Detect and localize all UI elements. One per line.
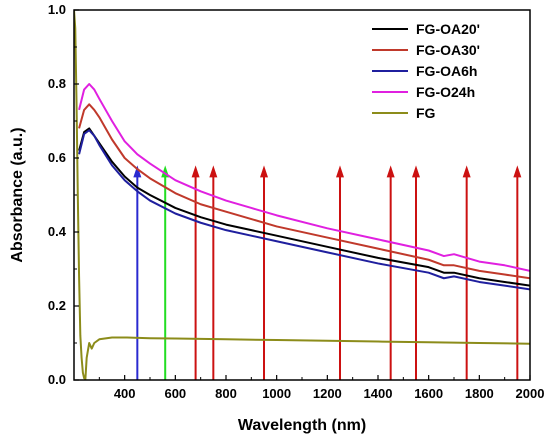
- y-tick-label: 1.0: [48, 2, 66, 17]
- legend-entry: FG-OA20': [372, 21, 480, 37]
- legend-label: FG-OA6h: [416, 63, 477, 79]
- arrow-annotation: [412, 165, 420, 380]
- arrow-head: [386, 165, 395, 178]
- arrow-annotation: [386, 165, 395, 380]
- x-tick-label: 400: [114, 386, 136, 401]
- arrow-head: [209, 165, 218, 178]
- legend-label: FG: [416, 105, 436, 121]
- x-tick-label: 1800: [465, 386, 494, 401]
- arrow-annotation: [209, 165, 218, 380]
- series-line-fg-oa30: [78, 103, 530, 280]
- legend-label: FG-OA30': [416, 42, 480, 58]
- x-axis-title: Wavelength (nm): [238, 417, 366, 434]
- y-tick-label: 0.8: [48, 76, 66, 91]
- series-line-fg-oa20: [78, 127, 530, 287]
- y-tick-label: 0.6: [48, 150, 66, 165]
- series-line-fg-o24h: [78, 83, 530, 272]
- arrow-head: [336, 165, 344, 178]
- legend-entry: FG-O24h: [372, 84, 475, 100]
- legend-entry: FG: [372, 105, 436, 121]
- arrow-annotation: [260, 165, 268, 380]
- legend-label: FG-OA20': [416, 21, 480, 37]
- arrow-head: [513, 165, 522, 178]
- arrow-annotation: [462, 165, 471, 380]
- y-axis-title: Absorbance (a.u.): [9, 127, 26, 262]
- legend: FG-OA20' FG-OA30' FG-OA6h FG-O24h FG: [372, 21, 480, 121]
- legend-label: FG-O24h: [416, 84, 475, 100]
- arrow-head: [462, 165, 471, 178]
- series-lines: [74, 10, 530, 380]
- arrow-annotation: [191, 165, 200, 380]
- series-line-fg-oa6h: [78, 129, 530, 291]
- arrow-annotation: [161, 165, 170, 380]
- x-tick-label: 1000: [262, 386, 291, 401]
- arrow-head: [412, 165, 420, 178]
- arrow-annotation: [513, 165, 522, 380]
- y-tick-label: 0.4: [48, 224, 67, 239]
- x-tick-label: 1400: [364, 386, 393, 401]
- arrow-head: [260, 165, 268, 178]
- legend-entry: FG-OA30': [372, 42, 480, 58]
- x-tick-label: 600: [164, 386, 186, 401]
- x-tick-label: 1200: [313, 386, 342, 401]
- arrow-head: [191, 165, 200, 178]
- x-tick-label: 2000: [516, 386, 545, 401]
- legend-entry: FG-OA6h: [372, 63, 477, 79]
- tick-labels: 400 600 800 1000 1200 1400 1600 1800 2000 0.0 0.2 0…: [48, 2, 545, 401]
- y-tick-label: 0.0: [48, 372, 66, 387]
- x-tick-label: 800: [215, 386, 237, 401]
- y-tick-label: 0.2: [48, 298, 66, 313]
- arrow-annotations: [133, 165, 522, 380]
- series-line-fg: [74, 10, 530, 380]
- arrow-annotation: [336, 165, 344, 380]
- arrow-annotation: [133, 165, 142, 380]
- arrow-head: [133, 165, 142, 178]
- x-tick-label: 1600: [414, 386, 443, 401]
